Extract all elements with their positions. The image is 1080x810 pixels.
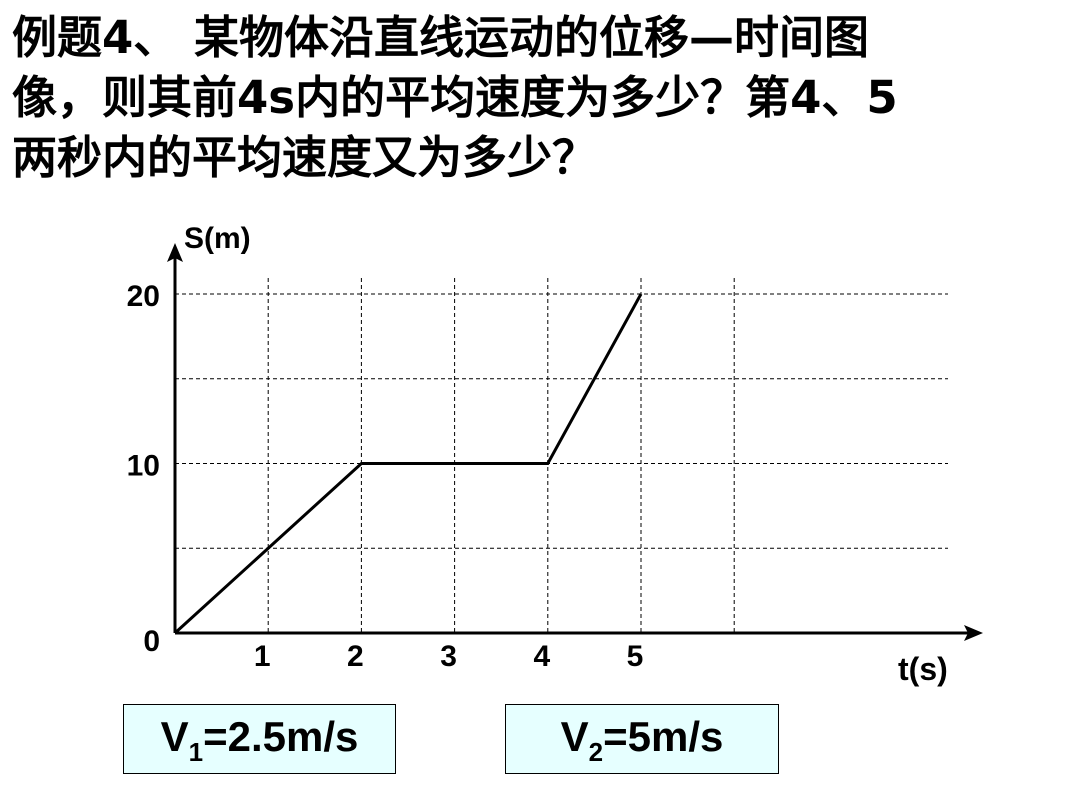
x-tick-label-5: 5 <box>627 640 644 673</box>
question-line-3: 两秒内的平均速度又为多少？ <box>12 131 598 184</box>
y-tick-label-0: 0 <box>143 625 160 658</box>
y-tick-label-20: 20 <box>127 280 160 313</box>
x-tick-label-4: 4 <box>533 640 550 673</box>
series-line-0 <box>173 293 643 635</box>
answer-v1-symbol: V <box>160 713 189 760</box>
x-axis-arrow-icon <box>964 625 983 641</box>
answer-v2-box: V2=5m/s <box>505 704 779 774</box>
question-line-2: 像，则其前4s内的平均速度为多少？第4、5 <box>12 71 898 124</box>
x-axis-label: t(s) <box>898 651 948 687</box>
answer-v1-value: =2.5m/s <box>203 713 359 760</box>
axes <box>167 243 983 641</box>
series <box>173 293 643 635</box>
answer-v2-symbol: V <box>560 713 589 760</box>
answer-v1-subscript: 1 <box>188 737 204 767</box>
x-tick-label-3: 3 <box>440 640 457 673</box>
question-text: 例题4、 某物体沿直线运动的位移—时间图 像，则其前4s内的平均速度为多少？第4… <box>12 8 1072 188</box>
answer-v2-value: =5m/s <box>603 713 724 760</box>
answer-v1-box: V1=2.5m/s <box>123 704 396 774</box>
y-axis-label: S(m) <box>184 222 251 255</box>
grid <box>175 278 948 633</box>
x-tick-label-2: 2 <box>347 640 364 673</box>
answer-v2-subscript: 2 <box>588 737 604 767</box>
x-tick-label-1: 1 <box>254 640 271 673</box>
tick-labels: 1 2 3 4 5 0 10 20 <box>127 280 644 673</box>
y-tick-label-10: 10 <box>127 450 160 483</box>
question-line-1: 例题4、 某物体沿直线运动的位移—时间图 <box>12 11 869 64</box>
y-axis-arrow-icon <box>167 243 183 262</box>
